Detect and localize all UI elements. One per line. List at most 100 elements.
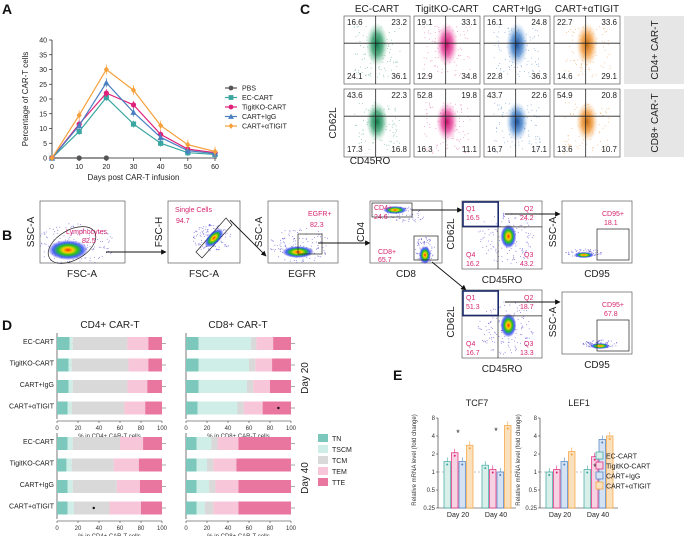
event-dot: [496, 127, 498, 129]
event-dot: [467, 108, 469, 110]
event-dot: [591, 342, 593, 344]
event-dot: [456, 147, 458, 149]
stacked-segment: [57, 337, 70, 350]
event-dot: [399, 217, 401, 219]
event-dot: [419, 218, 421, 220]
event-dot: [437, 66, 439, 68]
event-dot: [213, 225, 215, 227]
stacked-segment: [186, 401, 198, 415]
x-tick-label: 0: [184, 426, 188, 432]
event-dot: [429, 127, 431, 129]
event-dot: [94, 261, 96, 263]
event-dot: [364, 58, 366, 60]
event-dot: [496, 260, 498, 262]
row-label: CD8+ CAR-T: [650, 93, 661, 152]
event-dot: [218, 246, 220, 248]
event-dot: [493, 57, 495, 59]
event-dot: [68, 223, 70, 225]
event-dot: [71, 226, 73, 228]
event-dot: [369, 75, 371, 77]
event-dot: [601, 108, 603, 110]
density-cloud: [436, 101, 458, 142]
event-dot: [501, 130, 503, 132]
event-dot: [467, 133, 469, 135]
event-dot: [608, 340, 610, 342]
event-dot: [528, 245, 530, 247]
event-dot: [461, 109, 463, 111]
event-dot: [410, 209, 412, 211]
event-dot: [399, 142, 401, 144]
event-dot: [394, 110, 396, 112]
stacked-segment: [198, 337, 252, 350]
event-dot: [592, 146, 594, 148]
event-dot: [385, 69, 387, 71]
event-dot: [505, 102, 507, 104]
event-dot: [396, 61, 398, 63]
event-dot: [462, 130, 464, 132]
event-dot: [389, 60, 391, 62]
event-dot: [224, 245, 226, 247]
event-dot: [446, 144, 448, 146]
event-dot: [500, 108, 502, 110]
event-dot: [43, 231, 45, 233]
stacked-segment: [186, 458, 197, 472]
event-dot: [203, 247, 205, 249]
event-dot: [324, 252, 326, 254]
data-point: [548, 474, 551, 476]
event-dot: [607, 40, 609, 42]
event-dot: [539, 138, 541, 140]
density-cloud: [500, 224, 517, 249]
event-dot: [393, 134, 395, 136]
event-dot: [102, 247, 104, 249]
event-dot: [354, 26, 356, 28]
event-dot: [93, 248, 95, 250]
event-dot: [508, 66, 510, 68]
event-dot: [521, 327, 523, 329]
event-dot: [593, 254, 595, 256]
event-dot: [314, 252, 316, 254]
stacked-segment: [57, 358, 69, 372]
stacked-segment: [120, 437, 144, 450]
event-dot: [590, 341, 592, 343]
event-dot: [458, 120, 460, 122]
event-dot: [510, 262, 512, 264]
event-dot: [314, 257, 316, 259]
event-dot: [463, 137, 465, 139]
event-dot: [316, 247, 318, 249]
event-dot: [355, 72, 357, 74]
stacked-segment: [72, 437, 120, 450]
event-dot: [615, 345, 617, 347]
event-dot: [503, 301, 505, 303]
event-dot: [216, 226, 218, 228]
event-dot: [516, 228, 518, 230]
event-dot: [324, 254, 326, 256]
event-dot: [504, 304, 506, 306]
event-dot: [356, 125, 358, 127]
event-dot: [324, 237, 326, 239]
event-dot: [87, 246, 89, 248]
stacked-segment: [213, 458, 237, 472]
event-dot: [587, 342, 589, 344]
event-dot: [301, 261, 303, 263]
event-dot: [586, 143, 588, 145]
event-dot: [592, 74, 594, 76]
event-dot: [357, 72, 359, 74]
event-dot: [490, 248, 492, 250]
stacked-segment: [196, 437, 212, 450]
event-dot: [223, 229, 225, 231]
event-dot: [533, 48, 535, 50]
event-dot: [579, 249, 581, 251]
event-dot: [429, 104, 431, 106]
event-dot: [98, 256, 100, 258]
event-dot: [516, 329, 518, 331]
event-dot: [392, 131, 394, 133]
event-dot: [395, 61, 397, 63]
event-dot: [415, 252, 417, 254]
event-dot: [454, 145, 456, 147]
event-dot: [515, 302, 517, 304]
column-title: EC-CART: [355, 4, 399, 15]
x-tick-label: 40: [225, 526, 232, 532]
event-dot: [100, 246, 102, 248]
event-dot: [515, 347, 517, 349]
event-dot: [392, 135, 394, 137]
